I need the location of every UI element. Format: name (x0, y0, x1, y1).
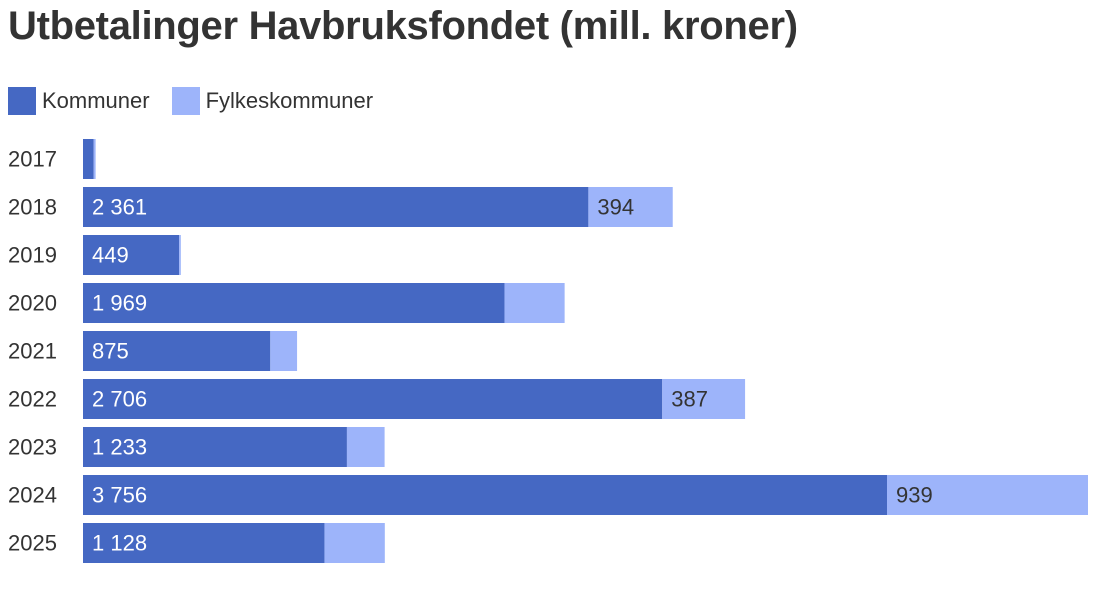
y-tick-label: 2025 (8, 531, 57, 556)
bar-fylkeskommuner (179, 235, 181, 275)
data-label-fylkeskommuner: 387 (671, 387, 708, 412)
bar-fylkeskommuner (270, 331, 298, 371)
legend-swatch-fylkeskommuner (171, 87, 200, 115)
bar-fylkeskommuner (346, 427, 385, 467)
bar-kommuner (83, 283, 505, 323)
data-label-kommuner: 1 233 (92, 435, 147, 460)
legend-item-kommuner: Kommuner (8, 87, 150, 115)
bar-kommuner (83, 523, 325, 563)
bar-kommuner (83, 427, 347, 467)
chart-title: Utbetalinger Havbruksfondet (mill. krone… (8, 4, 798, 48)
chart-legend: Kommuner Fylkeskommuner (8, 86, 395, 116)
bar-kommuner (83, 139, 94, 179)
bar-kommuner (83, 187, 589, 227)
data-label-fylkeskommuner: 394 (597, 195, 634, 220)
bar-kommuner (83, 475, 887, 515)
y-tick-label: 2021 (8, 339, 57, 364)
y-tick-label: 2017 (8, 147, 57, 172)
bar-kommuner (83, 331, 271, 371)
legend-label-kommuner: Kommuner (42, 88, 150, 113)
data-label-kommuner: 2 706 (92, 387, 147, 412)
y-tick-label: 2018 (8, 195, 57, 220)
data-label-kommuner: 449 (92, 243, 129, 268)
bar-kommuner (83, 379, 663, 419)
bar-fylkeskommuner (93, 139, 96, 179)
y-tick-label: 2022 (8, 387, 57, 412)
y-tick-label: 2020 (8, 291, 57, 316)
data-label-kommuner: 2 361 (92, 195, 147, 220)
data-label-kommuner: 3 756 (92, 483, 147, 508)
data-label-kommuner: 1 969 (92, 291, 147, 316)
data-label-kommuner: 875 (92, 339, 129, 364)
bar-fylkeskommuner (662, 379, 746, 419)
bar-fylkeskommuner (324, 523, 385, 563)
legend-label-fylkeskommuner: Fylkeskommuner (205, 88, 374, 113)
data-label-kommuner: 1 128 (92, 531, 147, 556)
legend-swatch-kommuner (8, 87, 36, 115)
y-tick-label: 2024 (8, 483, 57, 508)
y-tick-label: 2023 (8, 435, 57, 460)
y-tick-label: 2019 (8, 243, 57, 268)
bar-fylkeskommuner (588, 187, 673, 227)
legend-item-fylkeskommuner: Fylkeskommuner (171, 87, 374, 115)
data-label-fylkeskommuner: 939 (896, 483, 933, 508)
bar-fylkeskommuner (887, 475, 1088, 515)
bar-kommuner (83, 235, 180, 275)
bar-fylkeskommuner (504, 283, 565, 323)
